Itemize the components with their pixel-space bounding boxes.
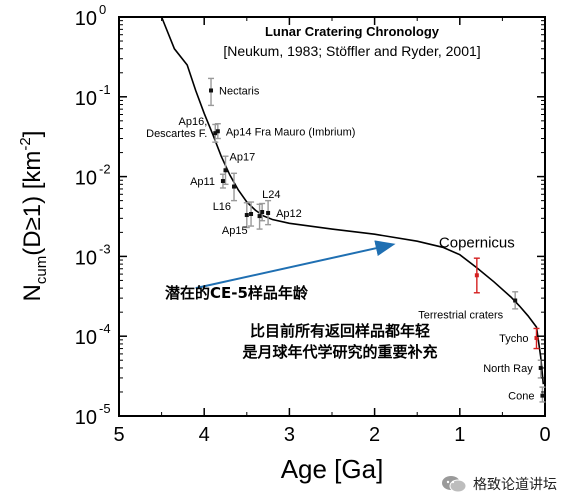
- point-label: Ap14 Fra Mauro (Imbrium): [226, 126, 356, 138]
- x-tick-label: 2: [369, 424, 380, 446]
- point-label: Tycho: [499, 333, 528, 345]
- annotation-block-line: 是月球年代学研究的重要补充: [241, 343, 437, 361]
- annotation-arrow: [195, 240, 396, 290]
- point-label: Ap17: [230, 151, 256, 163]
- data-point: [220, 179, 225, 184]
- data-point: [249, 211, 254, 216]
- point-label: Copernicus: [439, 234, 515, 251]
- y-tick-label: 10: [75, 88, 97, 110]
- data-point: [266, 210, 271, 215]
- data-point: [260, 210, 265, 215]
- y-tick-label: 10: [75, 327, 97, 349]
- y-tick-exponent: -4: [99, 321, 111, 336]
- data-point: [513, 298, 518, 303]
- y-tick-exponent: -1: [99, 82, 111, 97]
- y-tick-exponent: 0: [99, 2, 106, 17]
- x-tick-label: 4: [199, 424, 210, 446]
- annotation-arrow-text: 潜在的CE-5样品年龄: [165, 284, 309, 302]
- data-point: [232, 184, 237, 189]
- chronology-curve: [160, 16, 545, 385]
- chart-title: Lunar Cratering Chronology: [265, 24, 440, 39]
- point-label: Terrestrial craters: [418, 310, 503, 322]
- point-label: Ap11: [190, 176, 215, 188]
- data-point: [223, 168, 228, 173]
- y-tick-exponent: -5: [99, 401, 111, 416]
- point-label: Nectaris: [219, 85, 260, 97]
- point-label: L24: [262, 189, 280, 201]
- data-point: [215, 129, 220, 134]
- x-axis-label: Age [Ga]: [281, 454, 384, 484]
- watermark-text: 格致论道讲坛: [473, 477, 557, 493]
- data-point: [534, 335, 539, 340]
- y-tick-exponent: -3: [99, 241, 111, 256]
- point-label: Ap12: [276, 208, 302, 220]
- y-tick-label: 10: [75, 168, 97, 190]
- chart-subtitle: [Neukum, 1983; Stöffler and Ryder, 2001]: [223, 43, 480, 59]
- y-tick-label: 10: [75, 8, 97, 30]
- x-tick-label: 3: [284, 424, 295, 446]
- data-point: [474, 273, 479, 278]
- x-tick-label: 0: [539, 424, 550, 446]
- x-tick-label: 1: [454, 424, 465, 446]
- x-tick-label: 5: [113, 424, 124, 446]
- y-tick-exponent: -2: [99, 162, 111, 177]
- data-point: [540, 393, 545, 398]
- y-tick-label: 10: [75, 247, 97, 269]
- wechat-icon: [442, 476, 467, 493]
- point-label: North Ray: [483, 363, 533, 375]
- data-point: [257, 214, 262, 219]
- data-point: [209, 88, 214, 93]
- data-point: [244, 213, 249, 218]
- y-axis-label: Ncum(D≥1) [km-2]: [17, 131, 50, 302]
- data-point: [538, 365, 543, 370]
- point-label: Ap15: [222, 225, 248, 237]
- point-label: Ap16, Descartes F.: [146, 116, 207, 140]
- data-point: [213, 131, 218, 136]
- point-label: Cone: [508, 391, 534, 403]
- point-label: L16: [213, 201, 231, 213]
- watermark: 格致论道讲坛: [441, 474, 557, 494]
- y-tick-label: 10: [75, 407, 97, 429]
- annotation-block-line: 比目前所有返回样品都年轻: [250, 322, 430, 340]
